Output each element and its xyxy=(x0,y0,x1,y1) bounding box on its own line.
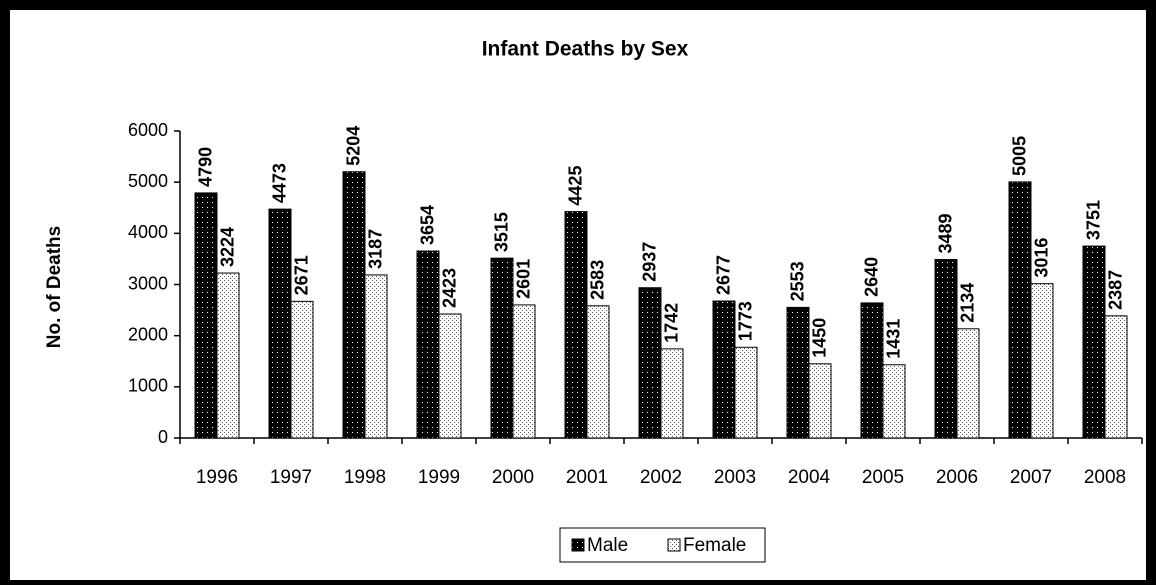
value-label: 3654 xyxy=(418,205,438,245)
value-label: 3515 xyxy=(492,212,512,252)
bar xyxy=(808,363,832,439)
x-tick-label: 2008 xyxy=(1084,467,1126,488)
bar xyxy=(882,364,906,439)
value-label: 1450 xyxy=(810,318,830,358)
legend-label: Male xyxy=(587,535,628,556)
value-label: 2601 xyxy=(514,259,534,299)
bar xyxy=(1008,181,1032,439)
bar xyxy=(364,274,388,439)
value-label: 4425 xyxy=(566,166,586,206)
value-label: 2423 xyxy=(440,268,460,308)
x-tick-label: 2002 xyxy=(640,467,682,488)
x-tick-label: 2005 xyxy=(862,467,904,488)
bar xyxy=(1104,315,1128,439)
bar xyxy=(934,258,958,439)
bar xyxy=(438,313,462,439)
bar xyxy=(416,250,440,439)
x-tick-label: 2007 xyxy=(1010,467,1052,488)
value-label: 2937 xyxy=(640,242,660,282)
value-label: 2134 xyxy=(958,283,978,323)
y-tick-label: 6000 xyxy=(128,120,168,140)
x-tick-label: 2004 xyxy=(788,467,831,488)
bar xyxy=(734,346,758,439)
value-label: 3187 xyxy=(366,229,386,269)
y-tick-label: 2000 xyxy=(128,324,168,344)
value-label: 5204 xyxy=(344,126,364,166)
bar xyxy=(268,208,292,439)
x-tick-label: 2001 xyxy=(566,467,608,488)
chart-title: Infant Deaths by Sex xyxy=(482,38,689,61)
y-tick-label: 3000 xyxy=(128,273,168,293)
value-label: 2671 xyxy=(292,255,312,295)
legend-swatch xyxy=(571,538,585,552)
bar xyxy=(342,171,366,439)
x-tick-label: 1997 xyxy=(270,467,312,488)
value-label: 4473 xyxy=(270,163,290,203)
value-label: 3489 xyxy=(936,213,956,253)
x-tick-label: 2000 xyxy=(492,467,534,488)
bar xyxy=(564,211,588,439)
x-tick-label: 1996 xyxy=(196,467,238,488)
bar xyxy=(512,304,536,439)
value-label: 3751 xyxy=(1084,200,1104,240)
value-label: 3016 xyxy=(1032,238,1052,278)
value-label: 2677 xyxy=(714,255,734,295)
value-label: 2553 xyxy=(788,261,808,301)
y-tick-label: 4000 xyxy=(128,222,168,242)
value-label: 1431 xyxy=(884,319,904,359)
bar xyxy=(1082,245,1106,439)
y-tick-label: 0 xyxy=(158,427,168,447)
bar xyxy=(712,300,736,439)
value-label: 3224 xyxy=(218,227,238,267)
bar xyxy=(660,348,684,439)
value-label: 2387 xyxy=(1106,270,1126,310)
bar xyxy=(860,302,884,439)
x-tick-label: 1998 xyxy=(344,467,386,488)
y-axis-label: No. of Deaths xyxy=(44,226,65,348)
value-label: 2583 xyxy=(588,260,608,300)
bar xyxy=(194,192,218,439)
value-label: 2640 xyxy=(862,257,882,297)
value-label: 4790 xyxy=(196,147,216,187)
legend-label: Female xyxy=(683,535,746,556)
bar xyxy=(586,305,610,439)
bar xyxy=(290,300,314,439)
bar xyxy=(956,328,980,439)
x-tick-label: 2006 xyxy=(936,467,978,488)
bar xyxy=(786,306,810,439)
y-tick-label: 5000 xyxy=(128,171,168,191)
value-label: 5005 xyxy=(1010,136,1030,176)
value-label: 1773 xyxy=(736,301,756,341)
bar xyxy=(638,287,662,439)
y-tick-label: 1000 xyxy=(128,376,168,396)
bar xyxy=(1030,283,1054,439)
bar xyxy=(490,257,514,439)
legend-box xyxy=(559,527,766,563)
x-tick-label: 2003 xyxy=(714,467,756,488)
legend-swatch xyxy=(667,538,681,552)
x-tick-label: 1999 xyxy=(418,467,460,488)
value-label: 1742 xyxy=(662,303,682,343)
bar xyxy=(216,272,240,439)
